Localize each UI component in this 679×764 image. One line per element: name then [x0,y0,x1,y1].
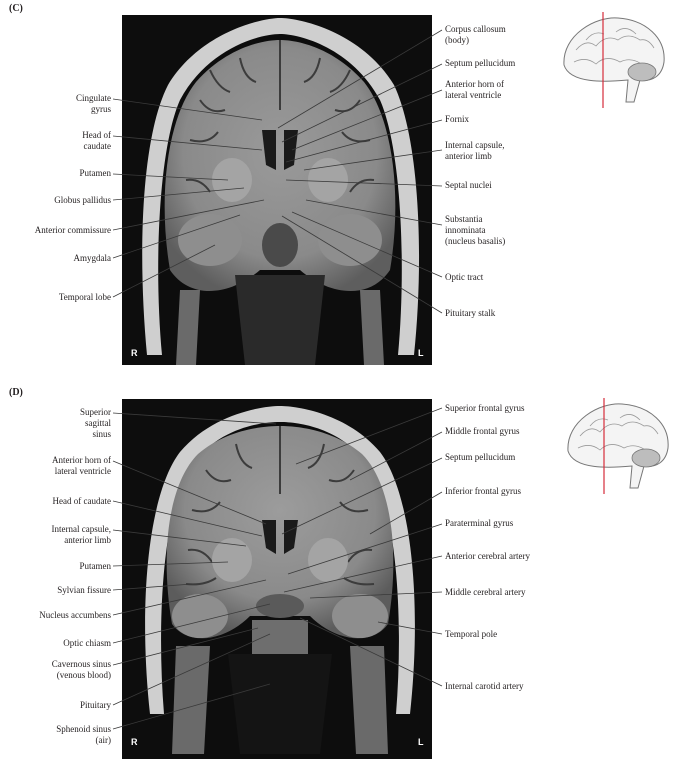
label-internal-carotid-artery: Internal carotid artery [445,681,524,691]
cerebellum [627,62,657,82]
optic-chiasm-region [256,594,304,618]
temporal-pole-right [172,594,228,638]
putamen-left [308,538,348,582]
panel-c: (C) R L [0,0,679,380]
label-septum-pellucidum: Septum pellucidum [445,58,516,68]
sagittal-reference-thumbnail-d [567,398,669,494]
label-nucleus-accumbens: Nucleus accumbens [39,610,111,620]
label-internal-capsule: Internal capsule, anterior limb [445,140,505,161]
label-temporal-pole: Temporal pole [445,629,498,639]
label-head-of-caudate: Head of caudate [52,496,111,506]
lateral-ventricle-right [262,520,276,554]
label-anterior-commissure: Anterior commissure [34,225,111,235]
label-corpus-callosum: Corpus callosum (body) [445,24,506,45]
label-superior-frontal-gyrus: Superior frontal gyrus [445,403,525,413]
label-sylvian-fissure: Sylvian fissure [57,585,111,595]
label-temporal-lobe: Temporal lobe [58,292,111,302]
label-fornix: Fornix [445,114,470,124]
label-cingulate-gyrus: Cingulate gyrus [76,93,111,114]
label-septal-nuclei: Septal nuclei [445,180,492,190]
sagittal-reference-thumbnail-c [563,12,665,108]
panel-d-letter: (D) [9,387,23,398]
label-inferior-frontal-gyrus: Inferior frontal gyrus [445,486,521,496]
skull-base [235,275,325,365]
temporal-lobe-right [178,214,242,266]
label-cavernous-sinus: Cavernous sinus (venous blood) [51,659,111,680]
label-substantia-innominata: Substantia innominata (nucleus basalis) [445,214,506,246]
label-pituitary-stalk: Pituitary stalk [445,308,496,318]
putamen-right [212,158,252,202]
panel-c-letter: (C) [9,3,23,14]
label-amygdala: Amygdala [73,253,112,263]
temporal-lobe-left [318,214,382,266]
label-sphenoid-sinus: Sphenoid sinus (air) [56,724,111,745]
label-head-of-caudate: Head of caudate [82,130,111,151]
orientation-right: R [131,348,138,358]
cerebellum [631,448,661,468]
sphenoid-sinus [228,654,332,754]
label-optic-chiasm: Optic chiasm [63,638,111,648]
label-internal-capsule: Internal capsule, anterior limb [51,524,111,545]
gyri-pattern [577,414,659,453]
label-globus-pallidus: Globus pallidus [54,195,111,205]
label-putamen: Putamen [79,561,112,571]
label-putamen: Putamen [79,168,112,178]
cavernous-sinus-region [252,620,308,654]
orientation-right: R [131,737,138,747]
orientation-left: L [418,348,424,358]
label-superior-sagittal-sinus: Superior sagittal sinus [80,407,111,439]
label-anterior-cerebral-artery: Anterior cerebral artery [445,551,530,561]
orientation-left: L [418,737,424,747]
label-middle-frontal-gyrus: Middle frontal gyrus [445,426,520,436]
label-optic-tract: Optic tract [445,272,484,282]
gyri-pattern [573,28,655,67]
lateral-ventricle-right [262,130,276,170]
label-paraterminal-gyrus: Paraterminal gyrus [445,518,514,528]
label-middle-cerebral-artery: Middle cerebral artery [445,587,526,597]
label-septum-pellucidum: Septum pellucidum [445,452,516,462]
label-pituitary: Pituitary [80,700,111,710]
label-anterior-horn: Anterior horn of lateral ventricle [52,455,111,476]
panel-d: (D) R L Superior sagittal sinu [0,384,679,764]
putamen-left [308,158,348,202]
temporal-pole-left [332,594,388,638]
putamen-right [212,538,252,582]
pituitary-region [262,223,298,267]
label-anterior-horn: Anterior horn of lateral ventricle [445,79,504,100]
